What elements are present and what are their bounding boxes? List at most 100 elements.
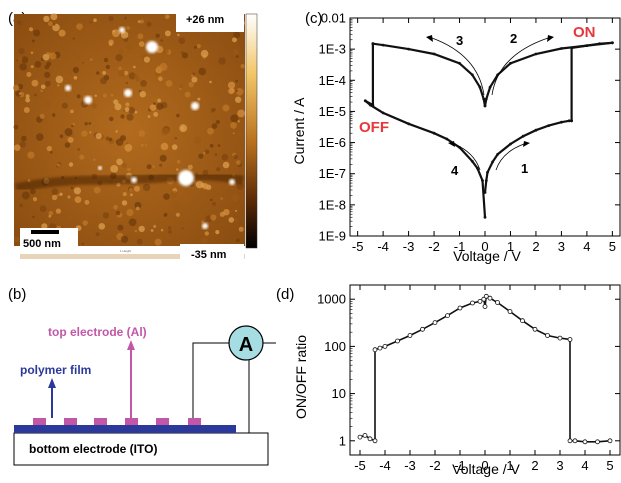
afm-grain (162, 48, 169, 55)
afm-grain (57, 84, 60, 87)
scalebar (31, 230, 59, 234)
afm-grain (176, 159, 181, 164)
afm-grain (15, 90, 22, 97)
data-point (432, 52, 436, 56)
afm-grain (72, 37, 75, 40)
panel-a: (a) +26 nm 500 nm -35 nm 1 Height (8, 8, 258, 264)
data-point (377, 345, 383, 351)
afm-grain (228, 88, 235, 95)
y-tick-label: 1E-8 (319, 197, 346, 212)
x-tick-label: -2 (428, 239, 440, 254)
data-point (482, 97, 486, 101)
afm-grain (39, 113, 45, 119)
y-tick-label: 1E-9 (319, 229, 346, 244)
afm-grain (98, 223, 106, 230)
afm-grain (13, 144, 21, 151)
data-point (371, 42, 375, 46)
data-point (582, 439, 588, 445)
afm-grain (19, 92, 22, 95)
sweep-2-arrowhead (547, 35, 554, 42)
afm-grain (112, 224, 115, 228)
afm-grain (163, 193, 170, 200)
afm-grain (115, 140, 118, 143)
afm-grain (235, 96, 242, 103)
afm-grain (25, 94, 30, 99)
afm-grain (235, 55, 239, 58)
afm-grain (67, 136, 74, 143)
afm-grain (50, 13, 58, 21)
afm-grain (134, 185, 140, 192)
afm-grain (68, 162, 74, 167)
electrode-pad (125, 418, 138, 425)
afm-grain (94, 94, 98, 98)
afm-grain (207, 127, 214, 135)
afm-grain (235, 79, 238, 83)
afm-grain (150, 229, 154, 232)
y-tick-label: 1000 (317, 292, 346, 307)
data-point (481, 296, 487, 302)
data-point (520, 318, 525, 324)
series-line-6 (364, 43, 374, 107)
afm-grain (19, 203, 24, 208)
afm-grain (221, 153, 229, 161)
afm-grain (58, 29, 66, 37)
data-point (445, 313, 450, 319)
data-point (432, 320, 438, 326)
x-tick-label: -1 (454, 239, 466, 254)
iv-curve (363, 41, 614, 219)
afm-grain (105, 64, 111, 70)
electrode-pad (94, 418, 107, 425)
data-point (362, 432, 368, 438)
afm-grain (19, 63, 27, 71)
data-point (372, 438, 378, 444)
afm-grain (126, 209, 134, 217)
afm-grain (39, 205, 47, 213)
afm-grain (61, 102, 68, 109)
afm-grain (51, 188, 59, 195)
afm-grain (209, 80, 212, 84)
y-tick-label: 10 (332, 386, 346, 401)
afm-grain (232, 132, 235, 135)
afm-grain (46, 145, 52, 152)
afm-grain (218, 57, 226, 65)
afm-grain (222, 161, 230, 169)
afm-grain (176, 168, 179, 171)
data-point (488, 85, 492, 89)
series-line-1 (359, 295, 611, 443)
afm-grain (176, 113, 180, 118)
data-point (557, 335, 563, 341)
afm-grain (198, 67, 206, 76)
data-point (509, 142, 512, 146)
afm-grain (117, 224, 124, 231)
data-point (483, 104, 487, 108)
x-tick-label: 0 (481, 239, 488, 254)
afm-grain (136, 238, 143, 245)
afm-grain (76, 94, 81, 99)
afm-grain (95, 232, 100, 237)
afm-grain (160, 34, 166, 39)
x-tick-label: -4 (379, 458, 391, 473)
afm-grain (120, 114, 125, 119)
afm-grain (113, 99, 119, 105)
data-point (496, 152, 500, 156)
x-tick-label: 5 (606, 458, 613, 473)
afm-grain (74, 53, 82, 61)
x-tick-label: 1 (507, 239, 514, 254)
afm-grain (124, 143, 133, 152)
afm-grain (201, 192, 205, 195)
afm-grain (99, 34, 105, 40)
afm-grain (40, 84, 46, 90)
x-tick-label: 3 (556, 458, 563, 473)
afm-grain (13, 124, 19, 130)
afm-grain (140, 143, 144, 147)
afm-grain (222, 104, 230, 112)
afm-grain (201, 220, 205, 224)
afm-grain (52, 113, 56, 117)
afm-grain (198, 153, 204, 159)
data-point (470, 73, 474, 77)
data-point (483, 215, 487, 219)
afm-grain (144, 144, 147, 147)
data-point (607, 438, 613, 444)
afm-grain (93, 186, 101, 194)
